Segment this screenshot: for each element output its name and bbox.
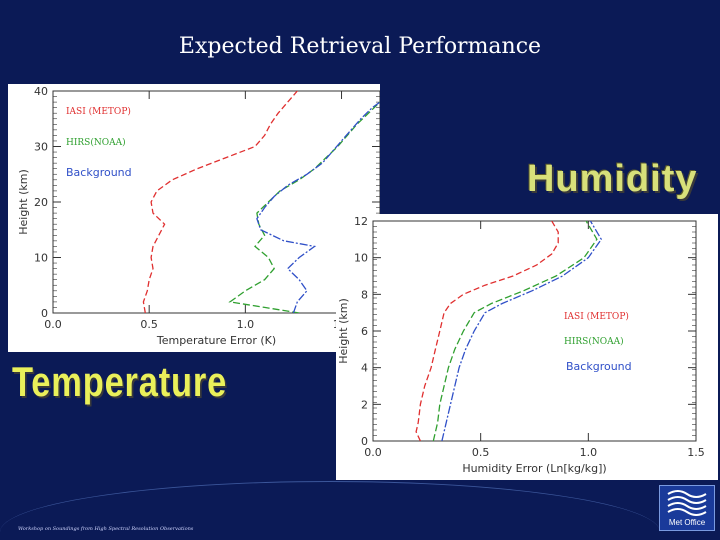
y-tick-label: 10 [34,252,48,265]
humidity-label: Humidity [527,158,698,200]
legend-entry: Background [566,360,632,373]
x-axis-label: Humidity Error (Ln[kg/kg]) [462,462,606,475]
legend-entry: HIRS(NOAA) [66,137,126,148]
y-tick-label: 12 [354,215,368,228]
x-tick-label: 1.0 [580,446,598,459]
temperature-chart-panel: 0.00.51.01.5010203040Temperature Error (… [8,84,380,352]
legend-entry: IASI (METOP) [66,106,131,117]
series-line-iasi-metop [142,91,299,313]
y-tick-label: 8 [361,288,368,301]
y-axis-label: Height (km) [337,298,350,364]
y-tick-label: 20 [34,196,48,209]
x-tick-label: 0.0 [364,446,382,459]
slide-title: Expected Retrieval Performance [178,34,542,59]
x-tick-label: 0.5 [140,318,158,331]
series-line-background [256,101,380,313]
legend-entry: IASI (METOP) [564,311,629,322]
x-axis-label: Temperature Error (K) [156,334,276,347]
series-line-hirs-noaa [228,101,380,313]
x-tick-label: 1.5 [687,446,705,459]
series-group [415,221,603,441]
humidity-chart-panel: 0.0 0.5 1.0 1.5 0 2 4 6 8 10 12 Humidity Error (Ln[… [336,214,718,480]
plot-frame [52,90,380,314]
series-line-background [441,221,603,441]
temperature-label: Temperature [12,358,228,405]
footer-divider [0,481,660,532]
y-tick-label: 2 [361,398,368,411]
y-tick-label: 40 [34,85,48,98]
y-axis-label: Height (km) [17,169,30,235]
legend-entry: Background [66,166,132,179]
humidity-error-chart: 0.0 0.5 1.0 1.5 0 2 4 6 8 10 12 Humidity Error (Ln[… [337,215,705,475]
series-line-hirs-noaa [432,221,598,441]
y-tick-label: 4 [361,362,368,375]
x-tick-label: 0.5 [472,446,490,459]
x-tick-label: 1.0 [237,318,255,331]
logo-text: Met Office [668,518,706,527]
y-tick-label: 0 [41,307,48,320]
y-tick-label: 0 [361,435,368,448]
footer-text: Workshop on Soundings from High Spectral… [18,526,194,532]
wave-lines-icon [667,490,707,516]
legend-entry: HIRS(NOAA) [564,336,624,347]
series-line-iasi-metop [415,221,559,441]
series-group [142,91,380,313]
y-tick-label: 10 [354,252,368,265]
met-office-logo: Met Office [659,485,715,531]
x-tick-label: 0.0 [44,318,62,331]
y-tick-label: 6 [361,325,368,338]
temperature-error-chart: 0.00.51.01.5010203040Temperature Error (… [17,85,380,347]
y-tick-label: 30 [34,141,48,154]
plot-frame [372,220,697,442]
